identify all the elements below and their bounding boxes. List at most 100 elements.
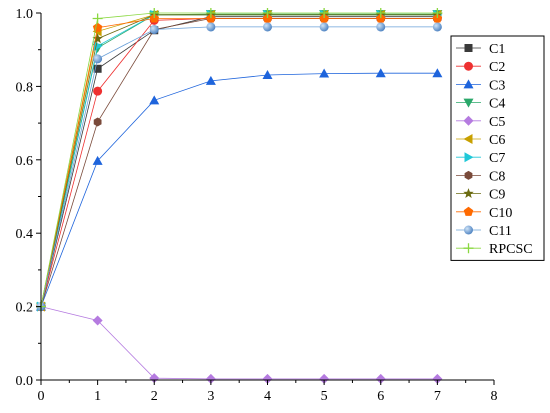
data-point-c3-7 <box>432 68 443 78</box>
series-line-c4 <box>40 13 438 307</box>
legend-marker-c7 <box>464 152 474 163</box>
data-point-rpcsc-7 <box>432 8 443 18</box>
legend-label-rpcsc: RPCSC <box>489 242 533 257</box>
y-tick-label: 0.2 <box>16 301 34 316</box>
data-point-c11-3 <box>206 22 216 32</box>
data-point-c11-7 <box>432 22 442 32</box>
data-point-c3-2 <box>149 95 160 105</box>
legend-marker-c8 <box>464 170 473 180</box>
data-point-c2-1 <box>93 86 103 96</box>
legend-label-c4: C4 <box>489 97 505 112</box>
x-tick-label: 7 <box>434 389 441 404</box>
legend-label-c5: C5 <box>489 115 505 130</box>
data-point-c5-2 <box>149 373 160 384</box>
data-point-c10-2 <box>149 13 160 23</box>
data-point-c10-6 <box>375 13 386 23</box>
y-tick-label: 1.0 <box>16 7 34 22</box>
legend-item-c10: C10 <box>456 206 512 221</box>
legend-item-c4: C4 <box>456 97 505 112</box>
x-tick-label: 2 <box>151 389 158 404</box>
data-point-c5-1 <box>92 315 103 326</box>
legend-marker-c2 <box>464 61 473 71</box>
legend-label-c11: C11 <box>489 224 512 239</box>
data-point-c9-1 <box>92 33 103 44</box>
legend-marker-rpcsc <box>463 243 474 254</box>
data-point-c11-4 <box>263 22 272 32</box>
x-tick-label: 4 <box>264 389 271 404</box>
data-point-c10-4 <box>262 13 273 23</box>
legend-marker-c4 <box>463 98 474 108</box>
legend-marker-c11 <box>464 225 473 235</box>
y-tick-label: 0.4 <box>16 227 34 242</box>
axes: 0 1 2 3 4 5 6 7 8 0.0 0.2 0.4 0.6 0.8 1.0 <box>16 7 498 404</box>
data-point-c11-5 <box>319 22 329 32</box>
x-tick-label: 5 <box>321 389 328 404</box>
data-point-c11-2 <box>149 25 159 35</box>
legend-label-c6: C6 <box>489 133 505 148</box>
legend-label-c9: C9 <box>489 188 505 203</box>
data-point-c1-1 <box>93 64 102 73</box>
data-point-rpcsc-6 <box>375 8 386 18</box>
data-point-rpcsc-1 <box>92 13 103 24</box>
plot-area <box>35 8 443 384</box>
legend-box <box>450 35 545 261</box>
x-tick-label: 6 <box>377 389 384 404</box>
series-line-rpcsc <box>40 12 438 307</box>
data-point-c3-5 <box>319 68 330 78</box>
legend-item-c3: C3 <box>456 78 505 93</box>
legend-label-c3: C3 <box>489 78 505 93</box>
legend-marker-c1 <box>464 44 473 52</box>
series-c3 <box>36 68 443 311</box>
legend-marker-c3 <box>463 79 474 89</box>
legend-marker-c5 <box>463 115 474 126</box>
data-point-c3-1 <box>92 155 103 165</box>
legend-item-c9: C9 <box>456 188 505 203</box>
series-c5 <box>36 301 443 384</box>
legend-item-rpcsc: RPCSC <box>456 242 533 257</box>
legend-item-c6: C6 <box>456 133 505 148</box>
y-tick-label: 0.8 <box>16 80 34 95</box>
x-tick-label: 0 <box>38 389 45 404</box>
series-line-c10 <box>40 18 438 307</box>
data-point-c11-1 <box>93 54 103 64</box>
series-line-c1 <box>40 16 438 307</box>
series-line-c11 <box>40 26 438 307</box>
legend-label-c2: C2 <box>489 60 505 75</box>
legend-item-c7: C7 <box>456 151 505 166</box>
data-point-c3-6 <box>375 68 386 78</box>
data-point-c5-7 <box>432 373 443 384</box>
x-tick-label: 8 <box>491 389 498 404</box>
series-line-c9 <box>40 14 438 307</box>
legend-item-c5: C5 <box>456 115 505 130</box>
series-c11 <box>36 22 442 312</box>
series-line-c3 <box>40 72 438 307</box>
data-point-c11-6 <box>376 22 386 32</box>
legend-label-c1: C1 <box>489 42 505 57</box>
data-point-c3-4 <box>262 70 273 80</box>
x-tick-label: 3 <box>207 389 214 404</box>
series-line-c5 <box>40 306 438 380</box>
data-point-c10-1 <box>92 22 103 32</box>
legend-marker-c9 <box>463 188 474 199</box>
x-tick-label: 1 <box>94 389 101 404</box>
legend-marker-c6 <box>463 134 473 144</box>
data-point-c5-6 <box>375 373 386 384</box>
y-tick-label: 0.6 <box>16 154 34 169</box>
data-point-c5-5 <box>319 373 330 384</box>
data-point-c3-3 <box>205 75 216 85</box>
data-point-c10-5 <box>319 13 329 23</box>
legend-label-c10: C10 <box>489 206 512 221</box>
legend-label-c7: C7 <box>489 151 505 166</box>
legend-item-c11: C11 <box>456 224 512 239</box>
data-point-c10-3 <box>206 13 216 23</box>
y-tick-label: 0.0 <box>16 374 34 389</box>
data-point-rpcsc-4 <box>262 8 273 18</box>
data-point-c5-3 <box>205 373 216 384</box>
data-point-c5-4 <box>262 373 273 384</box>
data-point-rpcsc-5 <box>319 8 330 18</box>
legend-item-c2: C2 <box>456 60 505 75</box>
data-point-rpcsc-2 <box>149 8 160 18</box>
data-point-rpcsc-3 <box>205 8 216 18</box>
legend-marker-c10 <box>463 206 474 216</box>
